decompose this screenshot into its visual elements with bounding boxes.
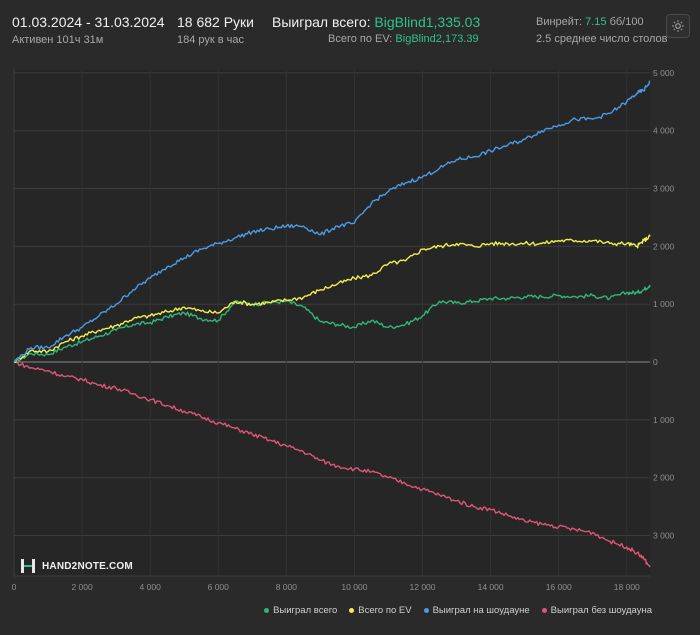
series-ev [13,234,651,364]
y-tick-label: 5 000 [653,68,675,78]
x-tick-label: 8 000 [276,582,298,592]
logo: HAND2NOTE.COM [20,557,133,575]
chart-area: 5 000 4 000 3 000 2 000 1 000 0 1 000 2 000 3 00… [0,56,700,630]
chart-legend: Выиграл всего Всего по EV Выиграл на шоу… [264,602,652,618]
legend-item-ev[interactable]: Всего по EV [349,602,412,618]
ev-total-value: BigBlind2,173.39 [395,33,479,45]
hands-total: 18 682 Руки [177,14,254,30]
legend-dot [423,607,429,613]
y-tick-label: 1 000 [653,415,675,425]
x-tick-label: 0 [12,582,17,592]
hands-per-hour: 184 рук в час [177,34,245,46]
x-tick-label: 6 000 [208,582,230,592]
y-tick-label: 4 000 [653,126,675,136]
won-total-value: BigBlind1,335.03 [374,14,481,30]
y-tick-label: 2 000 [653,241,675,251]
ev-total-label: Всего по EV: [328,33,393,45]
y-tick-label: 1 000 [653,299,675,309]
date-range[interactable]: 01.03.2024 - 31.03.2024 [12,14,165,30]
winrate-unit: бб/100 [609,16,644,28]
x-tick-label: 16 000 [546,582,572,592]
y-tick-label: 2 000 [653,473,675,483]
y-tick-label: 3 000 [653,184,675,194]
gear-icon [672,20,684,32]
logo-text: HAND2NOTE.COM [42,560,133,572]
series-showdown [13,80,651,363]
legend-item-non-showdown[interactable]: Выиграл без шоудауна [541,602,652,618]
results-chart: 5 000 4 000 3 000 2 000 1 000 0 1 000 2 000 3 00… [12,68,675,592]
legend-label: Выиграл всего [273,604,338,616]
x-tick-label: 10 000 [341,582,367,592]
legend-dot [541,607,547,613]
x-tick-label: 12 000 [410,582,436,592]
legend-label: Всего по EV [358,604,412,616]
x-tick-label: 4 000 [140,582,162,592]
hand2note-logo-icon [21,559,35,573]
legend-item-showdown[interactable]: Выиграл на шоудауне [423,602,530,618]
x-tick-label: 18 000 [614,582,640,592]
avg-tables: 2.5 среднее число столов [536,33,668,45]
legend-label: Выиграл на шоудауне [432,604,530,616]
winrate-label: Винрейт: [536,16,583,28]
active-time: Активен 101ч 31м [12,34,104,46]
legend-item-won-total[interactable]: Выиграл всего [264,602,337,618]
winrate-value: 7.15 [585,16,607,28]
settings-button[interactable] [666,14,690,38]
legend-dot [349,607,355,613]
x-tick-label: 14 000 [478,582,504,592]
x-tick-label: 2 000 [71,582,93,592]
y-tick-label: 0 [653,357,658,367]
legend-dot [264,607,270,613]
legend-label: Выиграл без шоудауна [550,604,652,616]
won-total-label: Выиграл всего: [272,14,371,30]
stats-header: 01.03.2024 - 31.03.2024 Активен 101ч 31м… [0,0,700,56]
series-won-total [13,284,651,363]
series-non-showdown [13,361,651,568]
y-tick-label: 3 000 [653,531,675,541]
